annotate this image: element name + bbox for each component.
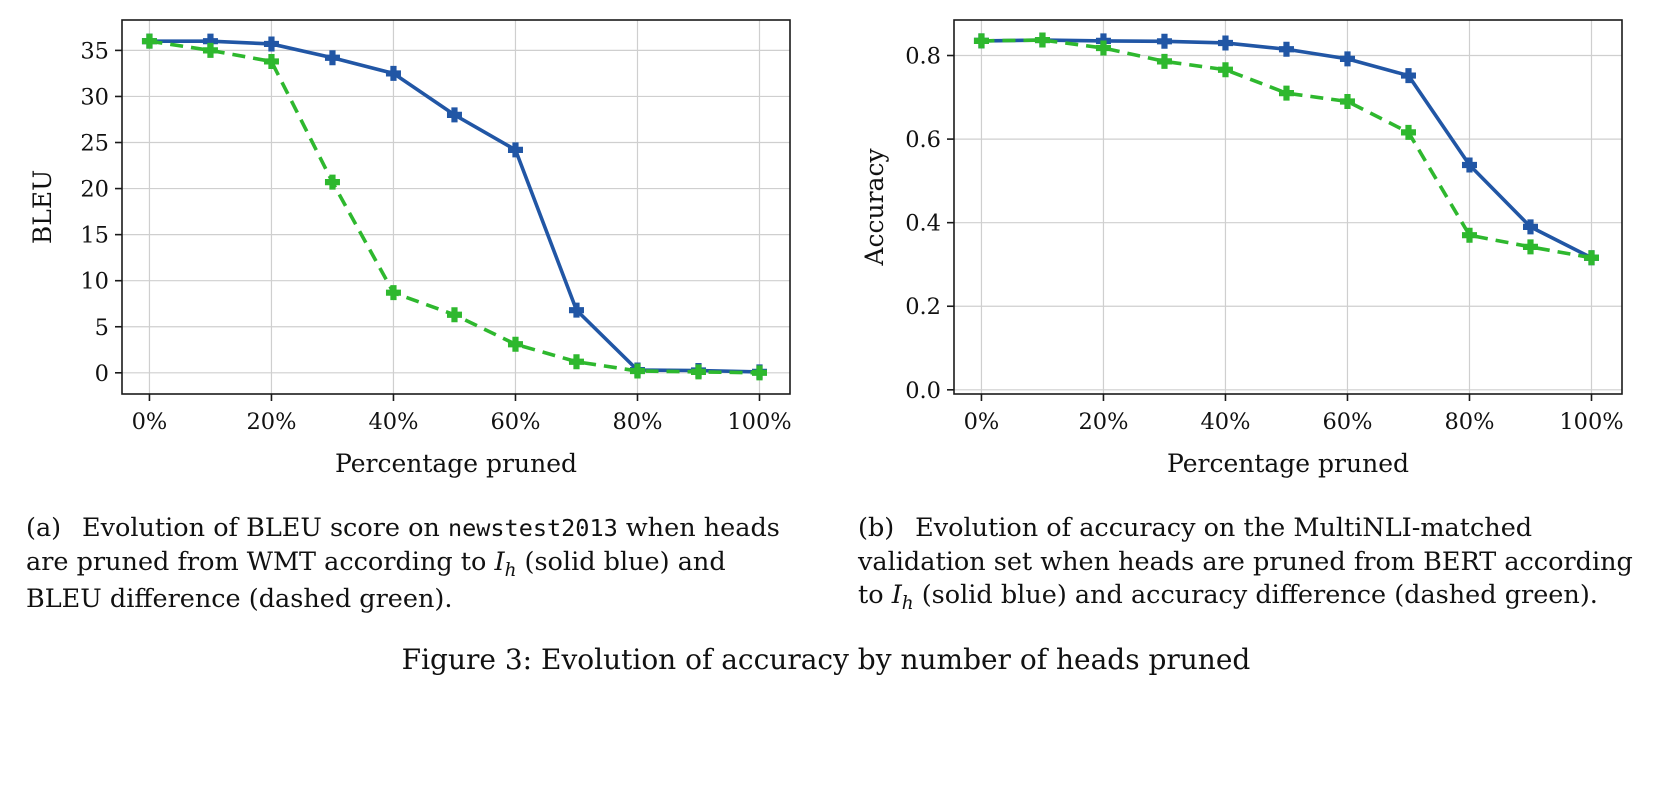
y-tick-label: 15 xyxy=(80,223,109,249)
y-tick-label: 25 xyxy=(80,131,109,157)
x-axis-label: Percentage pruned xyxy=(1167,449,1409,478)
series-markers xyxy=(973,32,1599,266)
x-axis-label: Percentage pruned xyxy=(335,449,577,478)
caption-segment: I xyxy=(494,546,505,577)
x-tick-label: 20% xyxy=(246,409,296,435)
y-tick-label: 30 xyxy=(80,84,109,110)
y-tick-label: 0.8 xyxy=(905,44,941,70)
x-tick-label: 100% xyxy=(727,409,791,435)
caption-segment: (a) Evolution of BLEU score on xyxy=(26,513,448,543)
bleu-line-chart: 0% 20% 40% 60% 80% 100% 0 5 10 15 20 25 30 35 Percenta… xyxy=(28,19,792,478)
series-markers xyxy=(141,33,767,381)
x-tick-label: 0% xyxy=(132,409,168,435)
caption-segment: (solid blue) and accuracy difference (da… xyxy=(913,580,1598,611)
x-tick-label: 80% xyxy=(1444,409,1494,435)
figure-caption: Figure 3: Evolution of accuracy by numbe… xyxy=(401,642,1251,676)
accuracy-line-chart: 0% 20% 40% 60% 80% 100% 0.0 0.2 0.4 0.6 0.8 Percent… xyxy=(860,19,1624,478)
x-tick-label: 0% xyxy=(964,409,1000,435)
subcaption-b: (b) Evolution of accuracy on the MultiNL… xyxy=(858,512,1642,617)
y-tick-label: 10 xyxy=(80,269,109,295)
caption-segment: h xyxy=(504,559,517,581)
y-tick-label: 35 xyxy=(80,38,109,64)
series-line xyxy=(149,39,760,375)
charts-row: 0% 20% 40% 60% 80% 100% 0 5 10 15 20 25 30 35 Percenta… xyxy=(26,6,1658,617)
x-tick-label: 80% xyxy=(612,409,662,435)
plot-border xyxy=(121,19,791,395)
caption-segment: newstest2013 xyxy=(447,514,618,542)
y-axis-label: Accuracy xyxy=(860,148,889,267)
y-tick-label: 20 xyxy=(80,177,109,203)
caption-segment: when heads are pruned from WMT according… xyxy=(26,513,780,577)
subfigure-b: 0% 20% 40% 60% 80% 100% 0.0 0.2 0.4 0.6 0.8 Percent… xyxy=(858,6,1642,617)
x-tick-label: 40% xyxy=(1200,409,1250,435)
caption-segment: h xyxy=(901,593,914,615)
x-tick-label: 60% xyxy=(490,409,540,435)
y-tick-label: 0.2 xyxy=(905,294,941,320)
y-axis-label: BLEU xyxy=(28,170,57,244)
y-tick-label: 0.0 xyxy=(905,378,941,404)
subcaption-a: (a) Evolution of BLEU score on newstest2… xyxy=(26,512,810,617)
x-tick-label: 100% xyxy=(1559,409,1623,435)
series-markers xyxy=(141,33,767,380)
caption-segment: (solid blue) and BLEU difference (dashed… xyxy=(26,546,726,614)
series-line xyxy=(981,38,1592,260)
caption-segment: (b) Evolution of accuracy on the MultiNL… xyxy=(858,513,1633,611)
x-tick-label: 20% xyxy=(1078,409,1128,435)
series-markers xyxy=(973,32,1599,266)
series-line xyxy=(981,38,1593,260)
x-tick-label: 60% xyxy=(1322,409,1372,435)
figure-3: 0% 20% 40% 60% 80% 100% 0 5 10 15 20 25 30 35 Percenta… xyxy=(26,6,1658,676)
x-tick-label: 40% xyxy=(368,409,418,435)
plot-border xyxy=(953,19,1623,395)
y-tick-label: 0.4 xyxy=(905,211,941,237)
caption-segment: I xyxy=(891,580,902,611)
y-tick-label: 5 xyxy=(95,315,109,341)
subfigure-a: 0% 20% 40% 60% 80% 100% 0 5 10 15 20 25 30 35 Percenta… xyxy=(26,6,810,617)
y-tick-label: 0.6 xyxy=(905,127,941,153)
series-line xyxy=(149,39,760,374)
y-tick-label: 0 xyxy=(95,361,109,387)
